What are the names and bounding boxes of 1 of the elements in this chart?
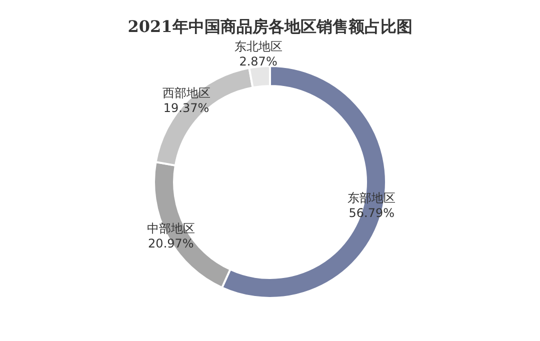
title: 2021年中国商品房各地区销售额占比图 — [128, 17, 412, 36]
